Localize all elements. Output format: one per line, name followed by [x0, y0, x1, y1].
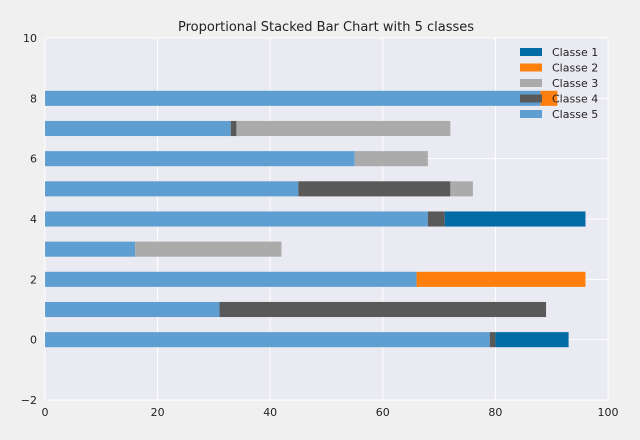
legend-label: Classe 1	[552, 46, 598, 59]
y-tick-label: 4	[30, 213, 37, 226]
bar-classe-5-row-2	[45, 271, 417, 287]
bar-classe-1-row-4	[444, 211, 586, 227]
y-tick-label: 0	[30, 334, 37, 347]
y-tick-label: −2	[21, 394, 37, 407]
legend-label: Classe 5	[552, 108, 598, 121]
bar-classe-5-row-3	[45, 241, 136, 257]
x-tick-label: 60	[376, 406, 390, 419]
legend: Classe 1 Classe 2 Classe 3 Classe 4 Classe 5	[520, 46, 598, 121]
bar-classe-5-row-0	[45, 332, 490, 348]
bar-classe-4-row-0	[489, 332, 496, 348]
bar-classe-3-row-5	[450, 181, 473, 197]
legend-label: Classe 4	[552, 93, 598, 106]
x-tick-label: 0	[42, 406, 49, 419]
bar-classe-4-row-4	[427, 211, 445, 227]
bar-classe-3-row-3	[135, 241, 282, 257]
x-axis-ticks: 0 20 40 60 80 100	[42, 406, 619, 419]
y-tick-label: 2	[30, 273, 37, 286]
y-tick-label: 8	[30, 92, 37, 105]
bar-classe-2-row-2	[416, 271, 586, 287]
x-tick-label: 40	[263, 406, 277, 419]
bar-classe-4-row-7	[230, 120, 237, 137]
chart-title: Proportional Stacked Bar Chart with 5 cl…	[178, 20, 474, 35]
bar-classe-5-row-8	[45, 90, 541, 106]
bar-classe-5-row-6	[45, 151, 355, 167]
bar-classe-4-row-5	[298, 181, 451, 197]
legend-swatch	[520, 110, 542, 118]
x-tick-label: 100	[598, 406, 619, 419]
legend-label: Classe 3	[552, 77, 598, 90]
bar-classe-4-row-1	[219, 301, 547, 318]
y-axis-ticks: −2 0 2 4 6 8 10	[21, 32, 37, 407]
legend-swatch	[520, 94, 542, 103]
legend-swatch	[520, 63, 542, 72]
bar-classe-5-row-5	[45, 181, 299, 197]
bar-classe-5-row-1	[45, 301, 220, 318]
y-tick-label: 10	[23, 32, 37, 45]
legend-swatch	[520, 79, 542, 87]
bar-classe-5-row-4	[45, 211, 428, 227]
bars	[45, 90, 586, 348]
bar-classe-3-row-7	[236, 120, 451, 137]
y-tick-label: 6	[30, 153, 37, 166]
bar-classe-3-row-6	[354, 151, 428, 167]
legend-swatch	[520, 48, 542, 56]
x-tick-label: 20	[151, 406, 165, 419]
bar-classe-2-row-8	[540, 90, 558, 106]
bar-classe-5-row-7	[45, 120, 231, 137]
legend-label: Classe 2	[552, 62, 598, 75]
bar-classe-1-row-0	[495, 332, 569, 348]
x-tick-label: 80	[488, 406, 502, 419]
